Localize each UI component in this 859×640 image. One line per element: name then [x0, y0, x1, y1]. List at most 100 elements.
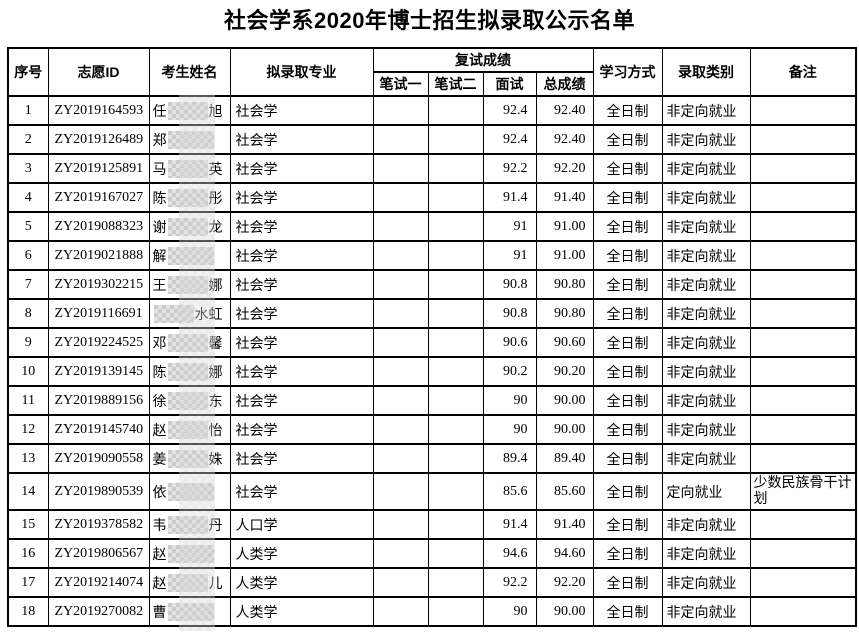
name-redaction-block — [167, 275, 208, 294]
col-header-index: 序号 — [7, 47, 49, 97]
cell-candidate-name: 赵儿 — [148, 567, 231, 598]
cell-major: 社会学 — [229, 414, 374, 445]
cell-candidate-name: 姜姝 — [148, 443, 231, 474]
name-redaction-block — [167, 362, 208, 381]
cell-candidate-name: 谢龙 — [148, 211, 231, 242]
cell-written1 — [372, 95, 429, 126]
cell-major: 社会学 — [229, 269, 374, 300]
cell-written2 — [427, 240, 484, 271]
cell-study-mode: 全日制 — [592, 124, 663, 155]
cell-application-id: ZY2019806567 — [47, 538, 150, 569]
cell-interview-score: 89.4 — [482, 443, 537, 474]
cell-candidate-name: 邓馨 — [148, 327, 231, 358]
cell-application-id: ZY2019214074 — [47, 567, 150, 598]
cell-major: 社会学 — [229, 182, 374, 213]
cell-application-id: ZY2019139145 — [47, 356, 150, 387]
cell-study-mode: 全日制 — [592, 240, 663, 271]
cell-written1 — [372, 509, 429, 540]
name-redaction-block — [167, 391, 208, 410]
cell-written2 — [427, 356, 484, 387]
cell-index: 11 — [7, 385, 49, 416]
cell-admission-category: 非定向就业 — [661, 509, 751, 540]
cell-remark — [749, 240, 857, 271]
cell-major: 人口学 — [229, 509, 374, 540]
cell-index: 18 — [7, 596, 49, 627]
cell-index: 5 — [7, 211, 49, 242]
cell-application-id: ZY2019889156 — [47, 385, 150, 416]
cell-major: 社会学 — [229, 356, 374, 387]
cell-total-score: 91.40 — [535, 182, 594, 213]
cell-admission-category: 非定向就业 — [661, 443, 751, 474]
cell-index: 10 — [7, 356, 49, 387]
cell-written1 — [372, 327, 429, 358]
cell-application-id: ZY2019145740 — [47, 414, 150, 445]
table-row: 5 ZY2019088323 谢龙社会学 91 91.00 全日制 非定向就业 — [7, 211, 857, 242]
table-row: 15 ZY2019378582 韦丹人口学 91.4 91.40 全日制 非定向就业 — [7, 509, 857, 540]
cell-admission-category: 非定向就业 — [661, 596, 751, 627]
cell-major: 社会学 — [229, 95, 374, 126]
cell-study-mode: 全日制 — [592, 269, 663, 300]
cell-index: 17 — [7, 567, 49, 598]
cell-remark — [749, 385, 857, 416]
table-row: 1 ZY2019164593 任旭社会学 92.4 92.40 全日制 非定向就业 — [7, 95, 857, 126]
cell-total-score: 90.00 — [535, 414, 594, 445]
cell-remark — [749, 538, 857, 569]
cell-candidate-name: 徐东 — [148, 385, 231, 416]
cell-study-mode: 全日制 — [592, 298, 663, 329]
cell-interview-score: 91.4 — [482, 509, 537, 540]
cell-remark — [749, 124, 857, 155]
cell-written1 — [372, 567, 429, 598]
col-header-major: 拟录取专业 — [229, 47, 374, 97]
col-header-total: 总成绩 — [535, 71, 594, 97]
cell-major: 社会学 — [229, 124, 374, 155]
cell-written1 — [372, 538, 429, 569]
cell-written1 — [372, 211, 429, 242]
cell-interview-score: 92.2 — [482, 153, 537, 184]
cell-major: 社会学 — [229, 385, 374, 416]
cell-application-id: ZY2019302215 — [47, 269, 150, 300]
cell-admission-category: 非定向就业 — [661, 356, 751, 387]
cell-study-mode: 全日制 — [592, 509, 663, 540]
cell-total-score: 92.20 — [535, 567, 594, 598]
cell-total-score: 91.00 — [535, 211, 594, 242]
cell-interview-score: 91 — [482, 240, 537, 271]
admissions-table: 序号 志愿ID 考生姓名 拟录取专业 复试成绩 学习方式 录取类别 备注 笔试一… — [7, 47, 857, 627]
cell-remark — [749, 211, 857, 242]
col-header-study-mode: 学习方式 — [592, 47, 663, 97]
cell-remark — [749, 509, 857, 540]
cell-remark — [749, 356, 857, 387]
table-row: 7 ZY2019302215 王娜社会学 90.8 90.80 全日制 非定向就业 — [7, 269, 857, 300]
cell-admission-category: 非定向就业 — [661, 538, 751, 569]
col-header-written1: 笔试一 — [372, 71, 429, 97]
col-header-written2: 笔试二 — [427, 71, 484, 97]
cell-major: 社会学 — [229, 240, 374, 271]
name-redaction-block — [153, 304, 194, 323]
cell-major: 人类学 — [229, 567, 374, 598]
table-body: 1 ZY2019164593 任旭社会学 92.4 92.40 全日制 非定向就业 2 ZY20… — [7, 95, 857, 627]
name-redaction-block — [167, 246, 214, 265]
cell-interview-score: 91.4 — [482, 182, 537, 213]
cell-interview-score: 94.6 — [482, 538, 537, 569]
cell-interview-score: 85.6 — [482, 472, 537, 511]
cell-total-score: 91.40 — [535, 509, 594, 540]
cell-total-score: 90.00 — [535, 596, 594, 627]
cell-written2 — [427, 596, 484, 627]
cell-index: 3 — [7, 153, 49, 184]
cell-index: 8 — [7, 298, 49, 329]
table-row: 3 ZY2019125891 马英社会学 92.2 92.20 全日制 非定向就业 — [7, 153, 857, 184]
col-header-remark: 备注 — [749, 47, 857, 97]
cell-total-score: 90.80 — [535, 298, 594, 329]
cell-total-score: 94.60 — [535, 538, 594, 569]
table-row: 10 ZY2019139145 陈娜社会学 90.2 90.20 全日制 非定向就业 — [7, 356, 857, 387]
cell-study-mode: 全日制 — [592, 153, 663, 184]
cell-index: 7 — [7, 269, 49, 300]
cell-interview-score: 92.2 — [482, 567, 537, 598]
name-redaction-block — [167, 602, 214, 621]
name-redaction-block — [167, 482, 214, 501]
cell-written2 — [427, 182, 484, 213]
cell-candidate-name: 陈娜 — [148, 356, 231, 387]
cell-application-id: ZY2019167027 — [47, 182, 150, 213]
cell-written2 — [427, 298, 484, 329]
col-header-admission-category: 录取类别 — [661, 47, 751, 97]
cell-written1 — [372, 356, 429, 387]
